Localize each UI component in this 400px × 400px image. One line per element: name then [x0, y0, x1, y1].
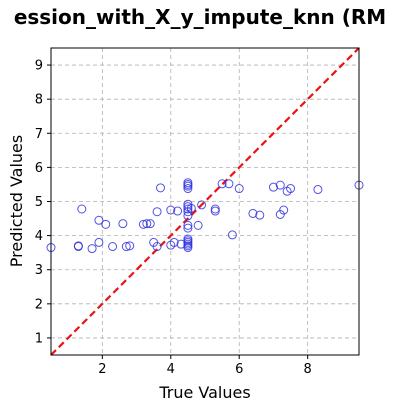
data-points: [46, 178, 364, 254]
y-tick-label-5: 6: [35, 161, 43, 176]
data-point-32: [183, 211, 193, 221]
data-point-14: [145, 219, 155, 229]
data-point-43: [197, 200, 207, 210]
data-point-34: [183, 223, 193, 233]
x-tick-label-2: 6: [235, 362, 243, 377]
y-tick-label-6: 7: [35, 127, 43, 142]
data-point-7: [101, 219, 111, 229]
reference-line-group: [50, 47, 360, 356]
data-point-21: [169, 237, 179, 247]
data-point-27: [183, 184, 193, 194]
data-point-26: [183, 181, 193, 191]
y-axis-ticks: 1 2 3 4 5 6 7 8 9: [35, 59, 51, 346]
y-tick-label-1: 2: [35, 297, 43, 312]
data-point-18: [156, 183, 166, 193]
chart-title: ession_with_X_y_impute_knn (RM: [14, 5, 386, 29]
y-tick-label-2: 3: [35, 263, 43, 278]
data-point-31: [183, 207, 193, 217]
x-tick-label-0: 2: [98, 362, 106, 377]
data-point-46: [217, 179, 227, 189]
reference-line: [50, 47, 360, 356]
data-point-50: [248, 208, 258, 218]
data-point-58: [313, 185, 323, 195]
data-point-45: [210, 204, 220, 214]
y-tick-label-4: 5: [35, 195, 43, 210]
data-point-11: [125, 241, 135, 251]
data-point-13: [142, 219, 152, 229]
x-axis-label: True Values: [158, 383, 250, 400]
data-point-44: [210, 206, 220, 216]
data-point-12: [138, 219, 148, 229]
data-point-6: [94, 215, 104, 225]
data-point-57: [286, 184, 296, 194]
data-point-48: [227, 230, 237, 240]
data-point-42: [193, 220, 203, 230]
y-tick-label-7: 8: [35, 93, 43, 108]
y-tick-label-0: 1: [35, 331, 43, 346]
data-point-2: [73, 242, 83, 252]
data-point-19: [166, 205, 176, 215]
data-point-52: [268, 182, 278, 192]
data-point-9: [118, 219, 128, 229]
x-tick-label-3: 8: [304, 362, 312, 377]
grid: [51, 48, 359, 355]
data-point-5: [94, 237, 104, 247]
y-tick-label-8: 9: [35, 59, 43, 74]
data-point-30: [183, 204, 193, 214]
y-axis-label: Predicted Values: [7, 135, 26, 267]
data-point-16: [152, 242, 162, 252]
data-point-3: [77, 204, 87, 214]
data-point-8: [108, 242, 118, 252]
data-point-55: [279, 205, 289, 215]
data-point-49: [234, 184, 244, 194]
data-point-47: [224, 179, 234, 189]
y-tick-label-3: 4: [35, 229, 43, 244]
data-point-4: [87, 244, 97, 254]
x-axis-ticks: 2 4 6 8: [98, 355, 312, 377]
data-point-51: [255, 210, 265, 220]
data-point-17: [152, 207, 162, 217]
data-point-53: [275, 180, 285, 190]
data-point-41: [186, 203, 196, 213]
data-point-22: [173, 206, 183, 216]
data-point-40: [183, 243, 193, 253]
data-point-33: [183, 220, 193, 230]
x-tick-label-1: 4: [167, 362, 175, 377]
data-point-10: [121, 242, 131, 252]
